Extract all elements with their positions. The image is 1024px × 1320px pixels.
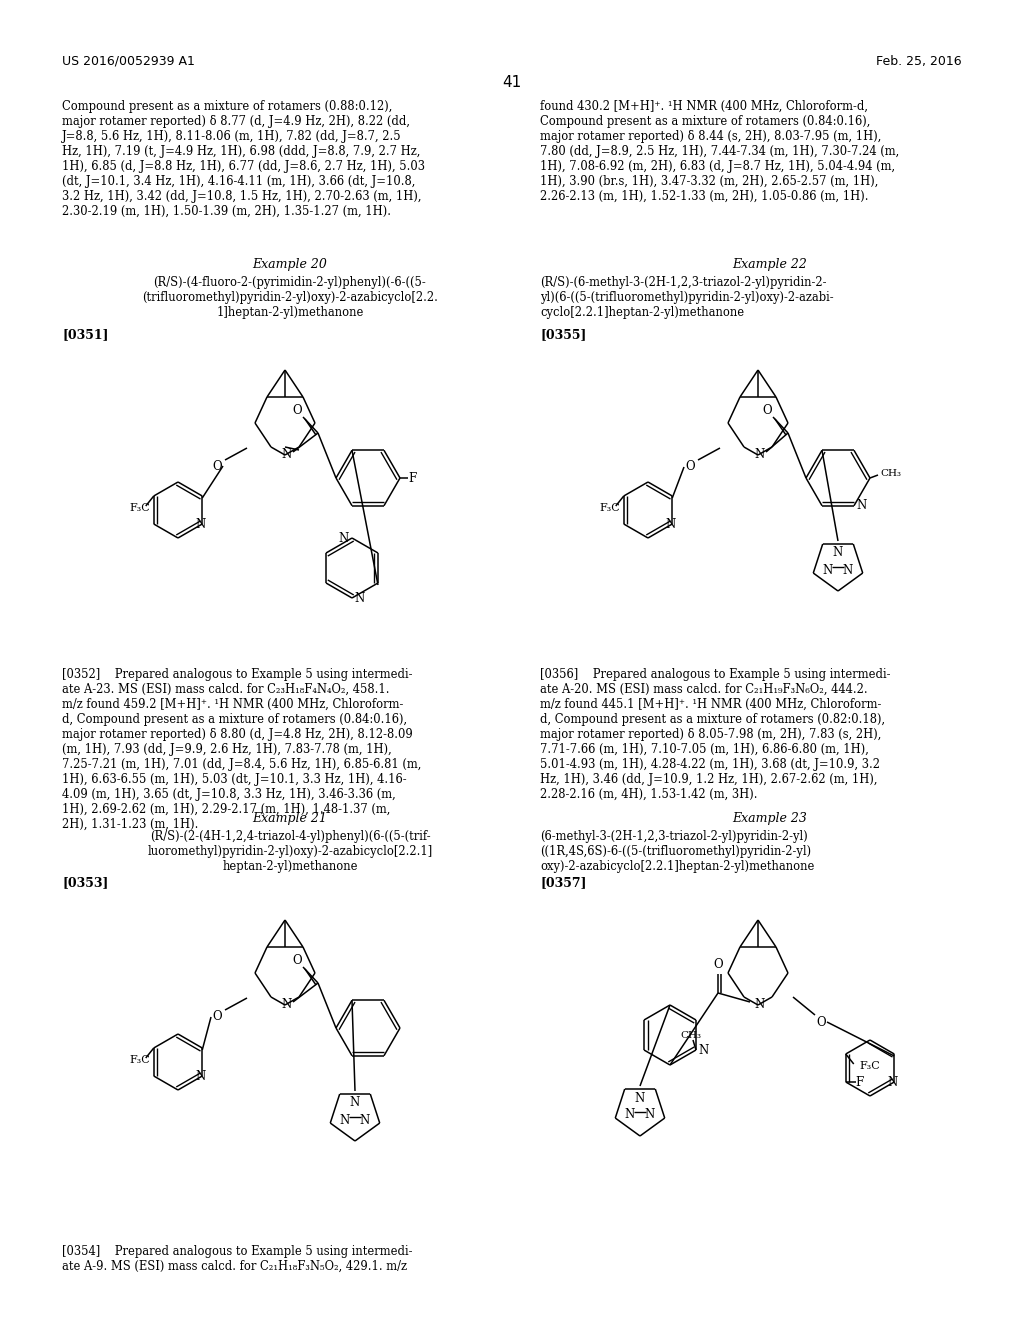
Text: N: N xyxy=(339,532,349,544)
Text: 41: 41 xyxy=(503,75,521,90)
Text: [0352]    Prepared analogous to Example 5 using intermedi-
ate A-23. MS (ESI) ma: [0352] Prepared analogous to Example 5 u… xyxy=(62,668,421,832)
Text: O: O xyxy=(212,459,222,473)
Text: N: N xyxy=(282,449,292,462)
Text: Example 22: Example 22 xyxy=(732,257,808,271)
Text: N: N xyxy=(833,546,843,560)
Text: Feb. 25, 2016: Feb. 25, 2016 xyxy=(877,55,962,69)
Text: [0357]: [0357] xyxy=(540,876,587,888)
Text: F: F xyxy=(408,471,416,484)
Text: [0353]: [0353] xyxy=(62,876,109,888)
Text: N: N xyxy=(887,1076,897,1089)
Text: F: F xyxy=(856,1076,864,1089)
Text: found 430.2 [M+H]⁺. ¹H NMR (400 MHz, Chloroform-d,
Compound present as a mixture: found 430.2 [M+H]⁺. ¹H NMR (400 MHz, Chl… xyxy=(540,100,899,203)
Text: N: N xyxy=(340,1114,350,1126)
Text: N: N xyxy=(666,517,676,531)
Text: CH₃: CH₃ xyxy=(880,470,901,479)
Text: N: N xyxy=(823,564,834,577)
Text: N: N xyxy=(635,1092,645,1105)
Text: N: N xyxy=(755,998,765,1011)
Text: Example 20: Example 20 xyxy=(253,257,328,271)
Text: O: O xyxy=(816,1015,825,1028)
Text: N: N xyxy=(282,998,292,1011)
Text: N: N xyxy=(355,591,366,605)
Text: US 2016/0052939 A1: US 2016/0052939 A1 xyxy=(62,55,195,69)
Text: Example 21: Example 21 xyxy=(253,812,328,825)
Text: N: N xyxy=(196,517,206,531)
Text: O: O xyxy=(685,461,695,474)
Text: CH₃: CH₃ xyxy=(681,1031,701,1040)
Text: (R/S)-(4-fluoro-2-(pyrimidin-2-yl)phenyl)(-6-((5-
(trifluoromethyl)pyridin-2-yl): (R/S)-(4-fluoro-2-(pyrimidin-2-yl)phenyl… xyxy=(142,276,438,319)
Text: F₃C: F₃C xyxy=(599,503,621,513)
Text: N: N xyxy=(843,564,853,577)
Text: [0355]: [0355] xyxy=(540,327,587,341)
Text: F₃C: F₃C xyxy=(860,1061,881,1071)
Text: N: N xyxy=(625,1109,635,1122)
Text: N: N xyxy=(350,1097,360,1110)
Text: O: O xyxy=(212,1011,222,1023)
Text: N: N xyxy=(755,449,765,462)
Text: N: N xyxy=(645,1109,655,1122)
Text: F₃C: F₃C xyxy=(129,503,151,513)
Text: (6-methyl-3-(2H-1,2,3-triazol-2-yl)pyridin-2-yl)
((1R,4S,6S)-6-((5-(trifluoromet: (6-methyl-3-(2H-1,2,3-triazol-2-yl)pyrid… xyxy=(540,830,814,873)
Text: (R/S)-(2-(4H-1,2,4-triazol-4-yl)phenyl)(6-((5-(trif-
luoromethyl)pyridin-2-yl)ox: (R/S)-(2-(4H-1,2,4-triazol-4-yl)phenyl)(… xyxy=(147,830,432,873)
Text: N: N xyxy=(698,1044,709,1056)
Text: O: O xyxy=(713,958,723,972)
Text: Compound present as a mixture of rotamers (0.88:0.12),
major rotamer reported) δ: Compound present as a mixture of rotamer… xyxy=(62,100,425,218)
Text: N: N xyxy=(196,1069,206,1082)
Text: [0356]    Prepared analogous to Example 5 using intermedi-
ate A-20. MS (ESI) ma: [0356] Prepared analogous to Example 5 u… xyxy=(540,668,891,801)
Text: [0354]    Prepared analogous to Example 5 using intermedi-
ate A-9. MS (ESI) mas: [0354] Prepared analogous to Example 5 u… xyxy=(62,1245,413,1272)
Text: O: O xyxy=(762,404,772,417)
Text: Example 23: Example 23 xyxy=(732,812,808,825)
Text: N: N xyxy=(359,1114,370,1126)
Text: O: O xyxy=(292,404,302,417)
Text: (R/S)-(6-methyl-3-(2H-1,2,3-triazol-2-yl)pyridin-2-
yl)(6-((5-(trifluoromethyl)p: (R/S)-(6-methyl-3-(2H-1,2,3-triazol-2-yl… xyxy=(540,276,834,319)
Text: F₃C: F₃C xyxy=(129,1055,151,1065)
Text: [0351]: [0351] xyxy=(62,327,109,341)
Text: O: O xyxy=(292,954,302,968)
Text: N: N xyxy=(857,499,867,512)
